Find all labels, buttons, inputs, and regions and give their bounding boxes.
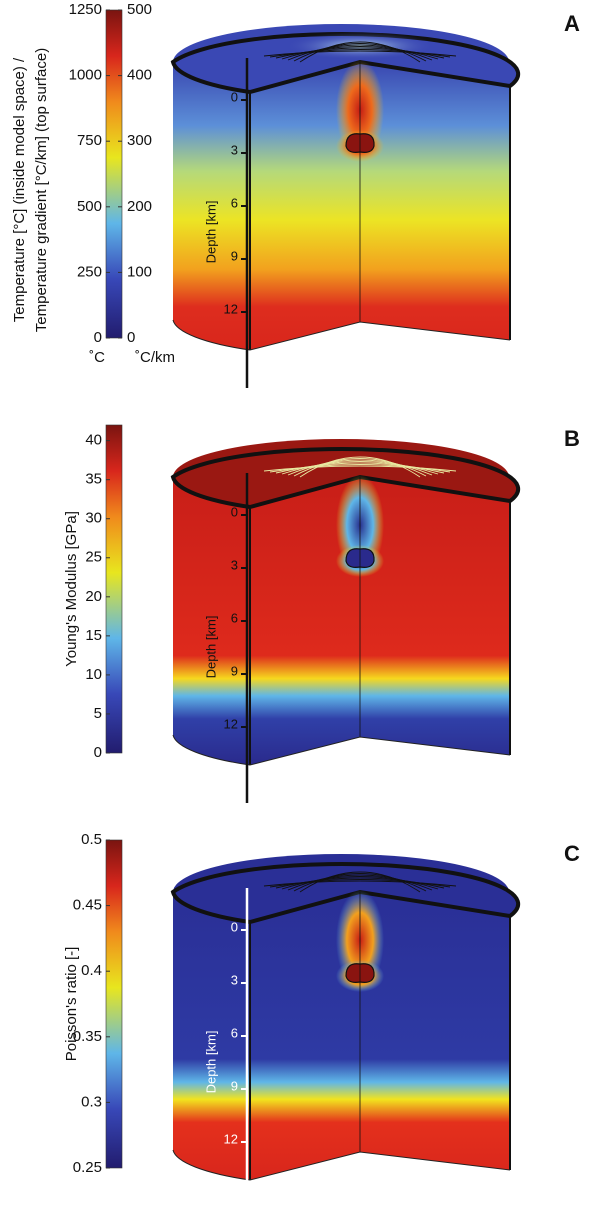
colorbar <box>105 839 123 1169</box>
colorbar-tick-label: 0.4 <box>81 962 102 979</box>
contour <box>299 41 421 63</box>
colorbar-tick-label: 200 <box>127 198 152 215</box>
model-bottom-edge <box>172 734 511 766</box>
contour <box>299 871 421 893</box>
contour <box>263 880 457 887</box>
contour <box>263 465 457 472</box>
depth-tick-label: 3 <box>231 142 238 157</box>
model-bottom-edge <box>172 319 511 351</box>
colorbar-tick-label: 400 <box>127 67 152 84</box>
colorbar-tick-label: 30 <box>85 510 102 527</box>
colorbar-tick-label: 0.3 <box>81 1093 102 1110</box>
colorbar-tick-label: 100 <box>127 263 152 280</box>
contour <box>293 873 427 892</box>
depth-tick-label: 3 <box>231 557 238 572</box>
depth-tick-label: 3 <box>231 972 238 987</box>
colorbar-tick-label: 750 <box>77 132 102 149</box>
panel-label: C <box>564 841 580 866</box>
colorbar-tick-label: 300 <box>127 132 152 149</box>
colorbar-tick-label: 0.25 <box>73 1159 102 1176</box>
panel: B 0 5 10 15 20 25 30 35 40 Young's Modulus [GPa] 0 3… <box>63 424 580 803</box>
depth-tick-label: 6 <box>231 610 238 625</box>
depth-axis-label: Depth [km] <box>203 616 218 679</box>
colorbar-tick-label: 20 <box>85 588 102 605</box>
colorbar-tick-label: 15 <box>85 627 102 644</box>
colorbar-tick-label: 0.35 <box>73 1028 102 1045</box>
colorbar-tick-label: 25 <box>85 549 102 566</box>
colorbar-title: Poisson's ratio [-] <box>63 947 80 1062</box>
panel: A 0 250 500 750 1000 1250 0 100 200 300 400 500 ˚C ˚C/… <box>11 1 580 388</box>
contour <box>293 43 427 62</box>
colorbar-tick-label: 0 <box>94 744 102 761</box>
depth-tick-label: 9 <box>231 1078 238 1093</box>
colorbar-tick-label: 0 <box>94 329 102 346</box>
contour <box>287 44 433 61</box>
model-body <box>173 477 510 765</box>
contour <box>281 46 439 60</box>
colorbar-tick-label: 1250 <box>69 1 102 18</box>
contour <box>263 50 457 57</box>
depth-tick-label: 9 <box>231 663 238 678</box>
colorbar-tick-label: 5 <box>94 705 102 722</box>
depth-tick-label: 12 <box>224 1131 238 1146</box>
depth-tick-label: 12 <box>224 301 238 316</box>
contour <box>287 874 433 891</box>
colorbar-tick-label: 1000 <box>69 67 102 84</box>
unit-label: ˚C <box>89 349 105 366</box>
depth-tick-label: 9 <box>231 248 238 263</box>
depth-tick-label: 0 <box>231 504 238 519</box>
depth-tick-label: 12 <box>224 716 238 731</box>
colorbar-title: Young's Modulus [GPa] <box>63 511 80 667</box>
halo <box>285 32 435 60</box>
colorbar-tick-label: 35 <box>85 471 102 488</box>
contour <box>275 47 445 59</box>
colorbar-tick-label: 0.5 <box>81 831 102 848</box>
colorbar <box>105 9 123 339</box>
depth-axis-label: Depth [km] <box>203 201 218 264</box>
contour <box>281 876 439 890</box>
depth-tick-label: 6 <box>231 195 238 210</box>
contour <box>299 456 421 478</box>
colorbar-tick-label: 500 <box>127 1 152 18</box>
depth-axis-label: Depth [km] <box>203 1031 218 1094</box>
contour <box>275 462 445 474</box>
model-body <box>173 892 510 1180</box>
colorbar <box>105 424 123 754</box>
model-bottom-edge <box>172 1149 511 1181</box>
contour <box>287 459 433 476</box>
colorbar-title: Temperature gradient [°C/km] (top surfac… <box>33 48 50 332</box>
contour <box>293 458 427 477</box>
colorbar-tick-label: 40 <box>85 432 102 449</box>
depth-tick-label: 6 <box>231 1025 238 1040</box>
colorbar-tick-label: 500 <box>77 198 102 215</box>
panel: C 0.25 0.3 0.35 0.4 0.45 0.5 Poisson's ratio [-… <box>63 831 580 1211</box>
contour <box>281 461 439 475</box>
colorbar-tick-label: 10 <box>85 666 102 683</box>
panel-label: B <box>564 426 580 451</box>
unit-label: ˚C/km <box>135 349 175 366</box>
model-top <box>170 862 521 925</box>
colorbar-tick-label: 250 <box>77 263 102 280</box>
depth-tick-label: 0 <box>231 89 238 104</box>
colorbar-tick-label: 0.45 <box>73 897 102 914</box>
panel-label: A <box>564 11 580 36</box>
depth-tick-label: 0 <box>231 919 238 934</box>
model-top <box>170 447 521 510</box>
colorbar-tick-label: 0 <box>127 329 135 346</box>
model-body <box>173 62 510 350</box>
contour <box>275 877 445 889</box>
colorbar-title: Temperature [°C] (inside model space) / <box>11 57 28 322</box>
